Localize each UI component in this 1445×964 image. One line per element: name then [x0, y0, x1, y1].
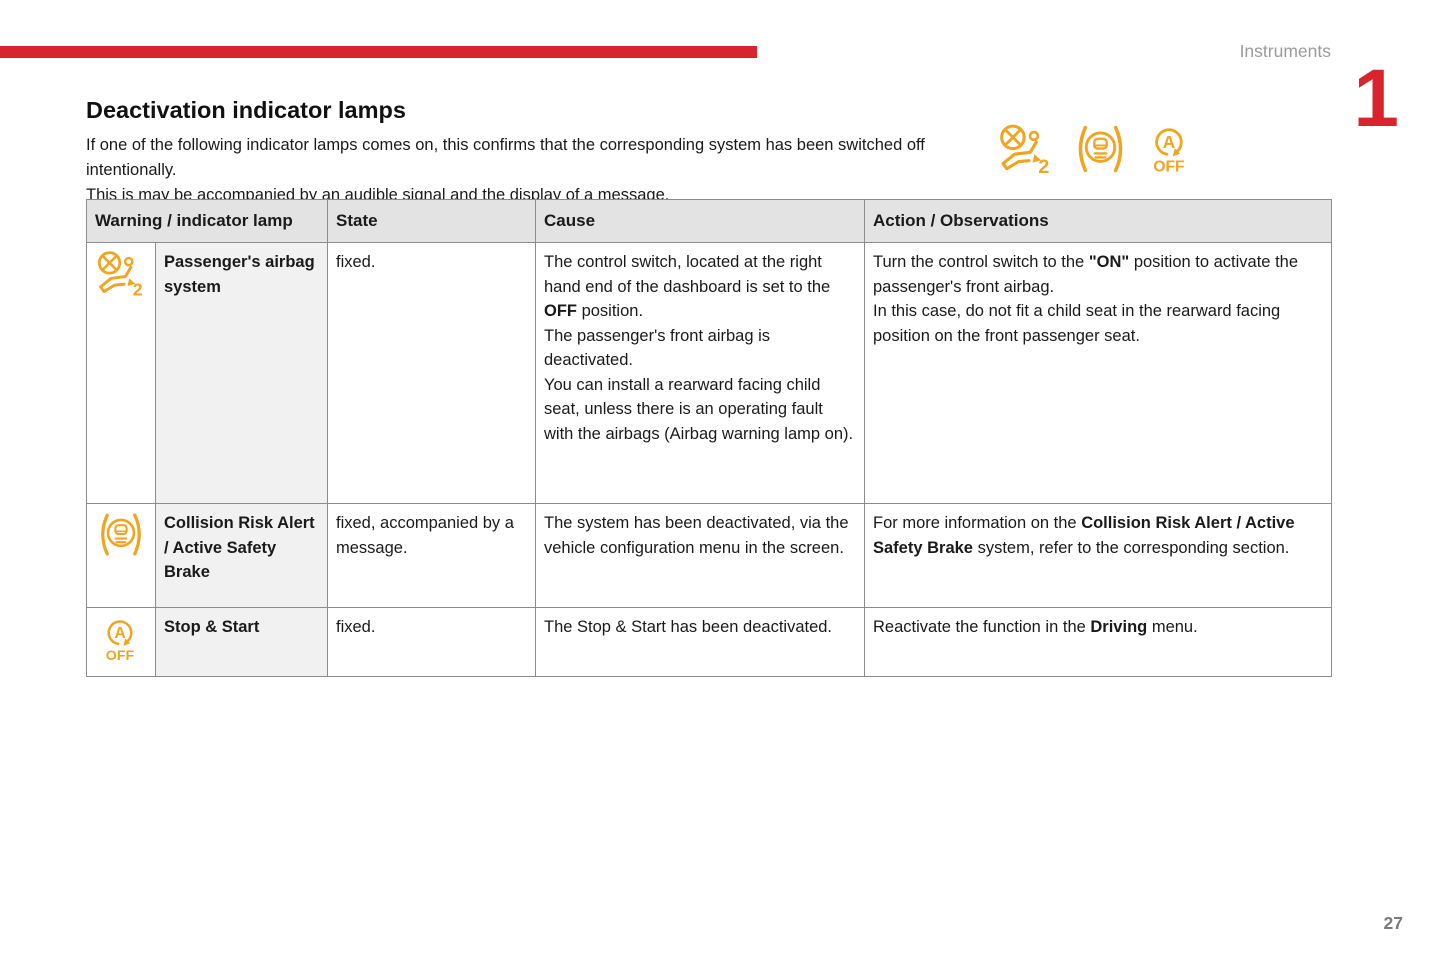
lamp-icon-cell	[86, 242, 156, 504]
cause-cell: The Stop & Start has been deactivated.	[535, 607, 865, 677]
col-header-state: State	[327, 199, 536, 243]
col-header-action: Action / Observations	[864, 199, 1332, 243]
cause-cell: The control switch, located at the right…	[535, 242, 865, 504]
lamp-name-cell: Stop & Start	[155, 607, 328, 677]
table-header-row: Warning / indicator lamp State Cause Act…	[86, 199, 1332, 243]
col-header-warning-lamp: Warning / indicator lamp	[86, 199, 328, 243]
state-cell: fixed.	[327, 607, 536, 677]
deactivation-lamps-table: Warning / indicator lamp State Cause Act…	[86, 199, 1332, 677]
lamp-name-cell: Collision Risk Alert / Active Safety Bra…	[155, 503, 328, 608]
lamp-icon-cell	[86, 503, 156, 608]
collision-risk-alert-icon	[1072, 123, 1129, 175]
indicator-icon-strip	[997, 123, 1192, 176]
intro-paragraph: If one of the following indicator lamps …	[86, 133, 946, 208]
action-cell: Turn the control switch to the "ON" posi…	[864, 242, 1332, 504]
lamp-name-cell: Passenger's airbag system	[155, 242, 328, 504]
page-title: Deactivation indicator lamps	[86, 97, 406, 123]
collision-risk-alert-icon	[95, 511, 147, 558]
passenger-airbag-deactivated-icon	[95, 250, 148, 298]
stop-start-off-icon	[99, 615, 141, 664]
state-cell: fixed.	[327, 242, 536, 504]
top-red-bar	[0, 46, 757, 58]
passenger-airbag-deactivated-icon	[997, 123, 1055, 176]
state-cell: fixed, accompanied by a message.	[327, 503, 536, 608]
cause-cell: The system has been deactivated, via the…	[535, 503, 865, 608]
intro-line-1: If one of the following indicator lamps …	[86, 136, 925, 179]
table-row: Passenger's airbag system fixed. The con…	[86, 242, 1332, 504]
chapter-number-tab: 1	[1353, 53, 1399, 144]
page-number: 27	[1383, 913, 1403, 933]
section-label: Instruments	[1239, 41, 1331, 61]
action-cell: Reactivate the function in the Driving m…	[864, 607, 1332, 677]
lamp-icon-cell	[86, 607, 156, 677]
table-row: Stop & Start fixed. The Stop & Start has…	[86, 607, 1332, 677]
action-cell: For more information on the Collision Ri…	[864, 503, 1332, 608]
table-row: Collision Risk Alert / Active Safety Bra…	[86, 503, 1332, 608]
col-header-cause: Cause	[535, 199, 865, 243]
stop-start-off-icon	[1146, 123, 1192, 176]
